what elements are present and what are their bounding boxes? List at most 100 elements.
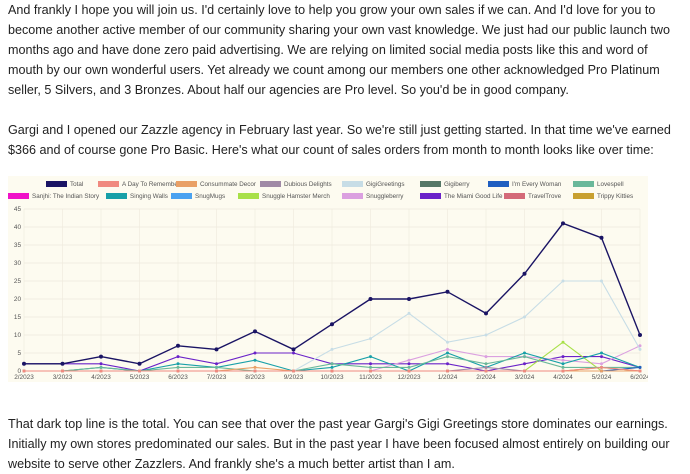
chart-legend[interactable]: Total A Day To Remember Consummate Decor Du… — [8, 181, 633, 200]
data-point-total — [484, 311, 488, 316]
data-point-the-miami-good-life — [215, 362, 218, 366]
x-tick-label: 5/2024 — [592, 374, 612, 381]
legend-swatch — [238, 193, 259, 199]
legend-label: A Day To Remember — [122, 181, 180, 188]
legend-item-snugmugs[interactable]: SnugMugs — [171, 193, 225, 200]
data-point-total — [176, 343, 180, 348]
legend-label: Gigiberry — [444, 181, 470, 188]
legend-swatch — [106, 193, 127, 199]
data-point-lovespell — [407, 365, 411, 369]
data-point-the-miami-good-life — [523, 362, 526, 366]
y-tick-label: 5 — [17, 350, 21, 357]
legend-item-a-day-to-remember[interactable]: A Day To Remember — [98, 181, 180, 188]
data-point-singing-walls — [561, 362, 565, 366]
data-point-lovespell — [330, 362, 334, 366]
x-tick-label: 11/2023 — [359, 374, 382, 381]
data-point-total — [22, 361, 26, 366]
data-point-snuggleberry — [600, 362, 603, 366]
data-point-a-day-to-remember — [561, 369, 565, 373]
data-point-snuggleberry — [446, 347, 449, 351]
x-tick-label: 2/2023 — [14, 374, 34, 381]
data-point-lovespell — [176, 365, 180, 369]
data-point-a-day-to-remember — [446, 369, 449, 373]
legend-item-gigigreetings[interactable]: GigiGreetings — [342, 181, 405, 188]
legend-swatch — [573, 193, 594, 199]
legend-swatch — [176, 181, 197, 187]
x-tick-label: 4/2023 — [91, 374, 111, 381]
data-point-singing-walls — [523, 351, 526, 355]
x-tick-label: 12/2023 — [397, 374, 421, 381]
y-tick-label: 30 — [14, 260, 22, 267]
y-tick-label: 45 — [14, 206, 22, 213]
legend-label: Lovespell — [597, 181, 624, 188]
data-point-total — [599, 235, 604, 240]
legend-item-trippy-kitties[interactable]: Trippy Kitties — [573, 193, 633, 200]
data-point-the-miami-good-life — [407, 362, 411, 366]
legend-label: Consummate Decor — [200, 181, 256, 188]
data-point-singing-walls — [176, 362, 180, 366]
data-point-the-miami-good-life — [561, 355, 565, 359]
series-a-day-to-remember — [22, 365, 642, 373]
data-point-a-day-to-remember — [61, 369, 64, 373]
data-point-snuggleberry — [638, 344, 642, 348]
x-tick-label: 9/2023 — [284, 374, 304, 381]
data-point-a-day-to-remember — [638, 369, 642, 373]
data-point-consummate-decor — [253, 365, 257, 369]
data-point-snuggleberry — [407, 358, 411, 362]
legend-item-dubious-delights[interactable]: Dubious Delights — [260, 181, 332, 188]
series-total — [22, 221, 642, 366]
legend-item-snuggle-hamster-merch[interactable]: Snuggle Hamster Merch — [238, 193, 330, 200]
legend-label: GigiGreetings — [366, 181, 405, 188]
data-point-the-miami-good-life — [369, 362, 372, 366]
legend-item-singing-walls[interactable]: Singing Walls — [106, 193, 168, 200]
data-point-total — [638, 333, 642, 337]
data-point-lovespell — [561, 365, 565, 369]
legend-item-gigiberry[interactable]: Gigiberry — [420, 181, 470, 188]
data-point-a-day-to-remember — [215, 369, 218, 373]
legend-item-sanjhi-the-indian-story[interactable]: Sanjhi: The Indian Story — [8, 193, 100, 200]
legend-label: TravelTrove — [528, 193, 562, 200]
data-point-gigigreetings — [446, 340, 449, 344]
y-tick-label: 10 — [14, 332, 22, 339]
data-point-a-day-to-remember — [523, 369, 526, 373]
data-point-total — [253, 329, 257, 334]
legend-label: The Miami Good Life — [444, 193, 503, 200]
legend-item-snuggleberry[interactable]: Snuggleberry — [342, 193, 404, 200]
legend-swatch — [171, 193, 192, 199]
data-point-snuggleberry — [484, 355, 488, 359]
data-point-consummate-decor — [600, 369, 603, 373]
data-point-total — [561, 221, 565, 226]
data-point-singing-walls — [369, 355, 372, 359]
data-point-singing-walls — [253, 358, 257, 362]
x-tick-label: 10/2023 — [320, 374, 344, 381]
legend-item-traveltrove[interactable]: TravelTrove — [504, 193, 562, 200]
legend-swatch — [420, 181, 441, 187]
data-point-the-miami-good-life — [446, 362, 449, 366]
legend-label: Dubious Delights — [284, 181, 332, 188]
agency-paragraph: Gargi and I opened our Zazzle agency in … — [8, 123, 671, 157]
legend-swatch — [342, 181, 363, 187]
x-tick-label: 7/2023 — [207, 374, 227, 381]
legend-item-total[interactable]: Total — [46, 181, 83, 188]
data-point-the-miami-good-life — [176, 355, 180, 359]
data-point-total — [368, 297, 373, 301]
legend-label: Total — [70, 181, 83, 188]
data-point-gigigreetings — [638, 347, 642, 351]
data-point-gigigreetings — [523, 315, 526, 319]
legend-item-the-miami-good-life[interactable]: The Miami Good Life — [420, 193, 503, 200]
data-point-lovespell — [215, 365, 218, 369]
data-point-total — [407, 297, 411, 301]
y-tick-label: 40 — [14, 224, 22, 231]
legend-item-consummate-decor[interactable]: Consummate Decor — [176, 181, 256, 188]
legend-item-i-m-every-woman[interactable]: I'm Every Woman — [488, 181, 562, 188]
data-point-snuggle-hamster-merch — [561, 340, 565, 344]
sales-chart-svg: 0 5 10 15 20 25 30 35 40 45 2/2023 3/2023 4/2023 5/20… — [8, 181, 648, 381]
data-point-total — [330, 322, 334, 327]
data-point-a-day-to-remember — [484, 369, 488, 373]
legend-item-lovespell[interactable]: Lovespell — [573, 181, 624, 188]
data-point-a-day-to-remember — [330, 369, 334, 373]
legend-swatch — [260, 181, 281, 187]
data-point-a-day-to-remember — [22, 369, 26, 373]
data-point-a-day-to-remember — [407, 369, 411, 373]
legend-label: Sanjhi: The Indian Story — [32, 193, 100, 200]
